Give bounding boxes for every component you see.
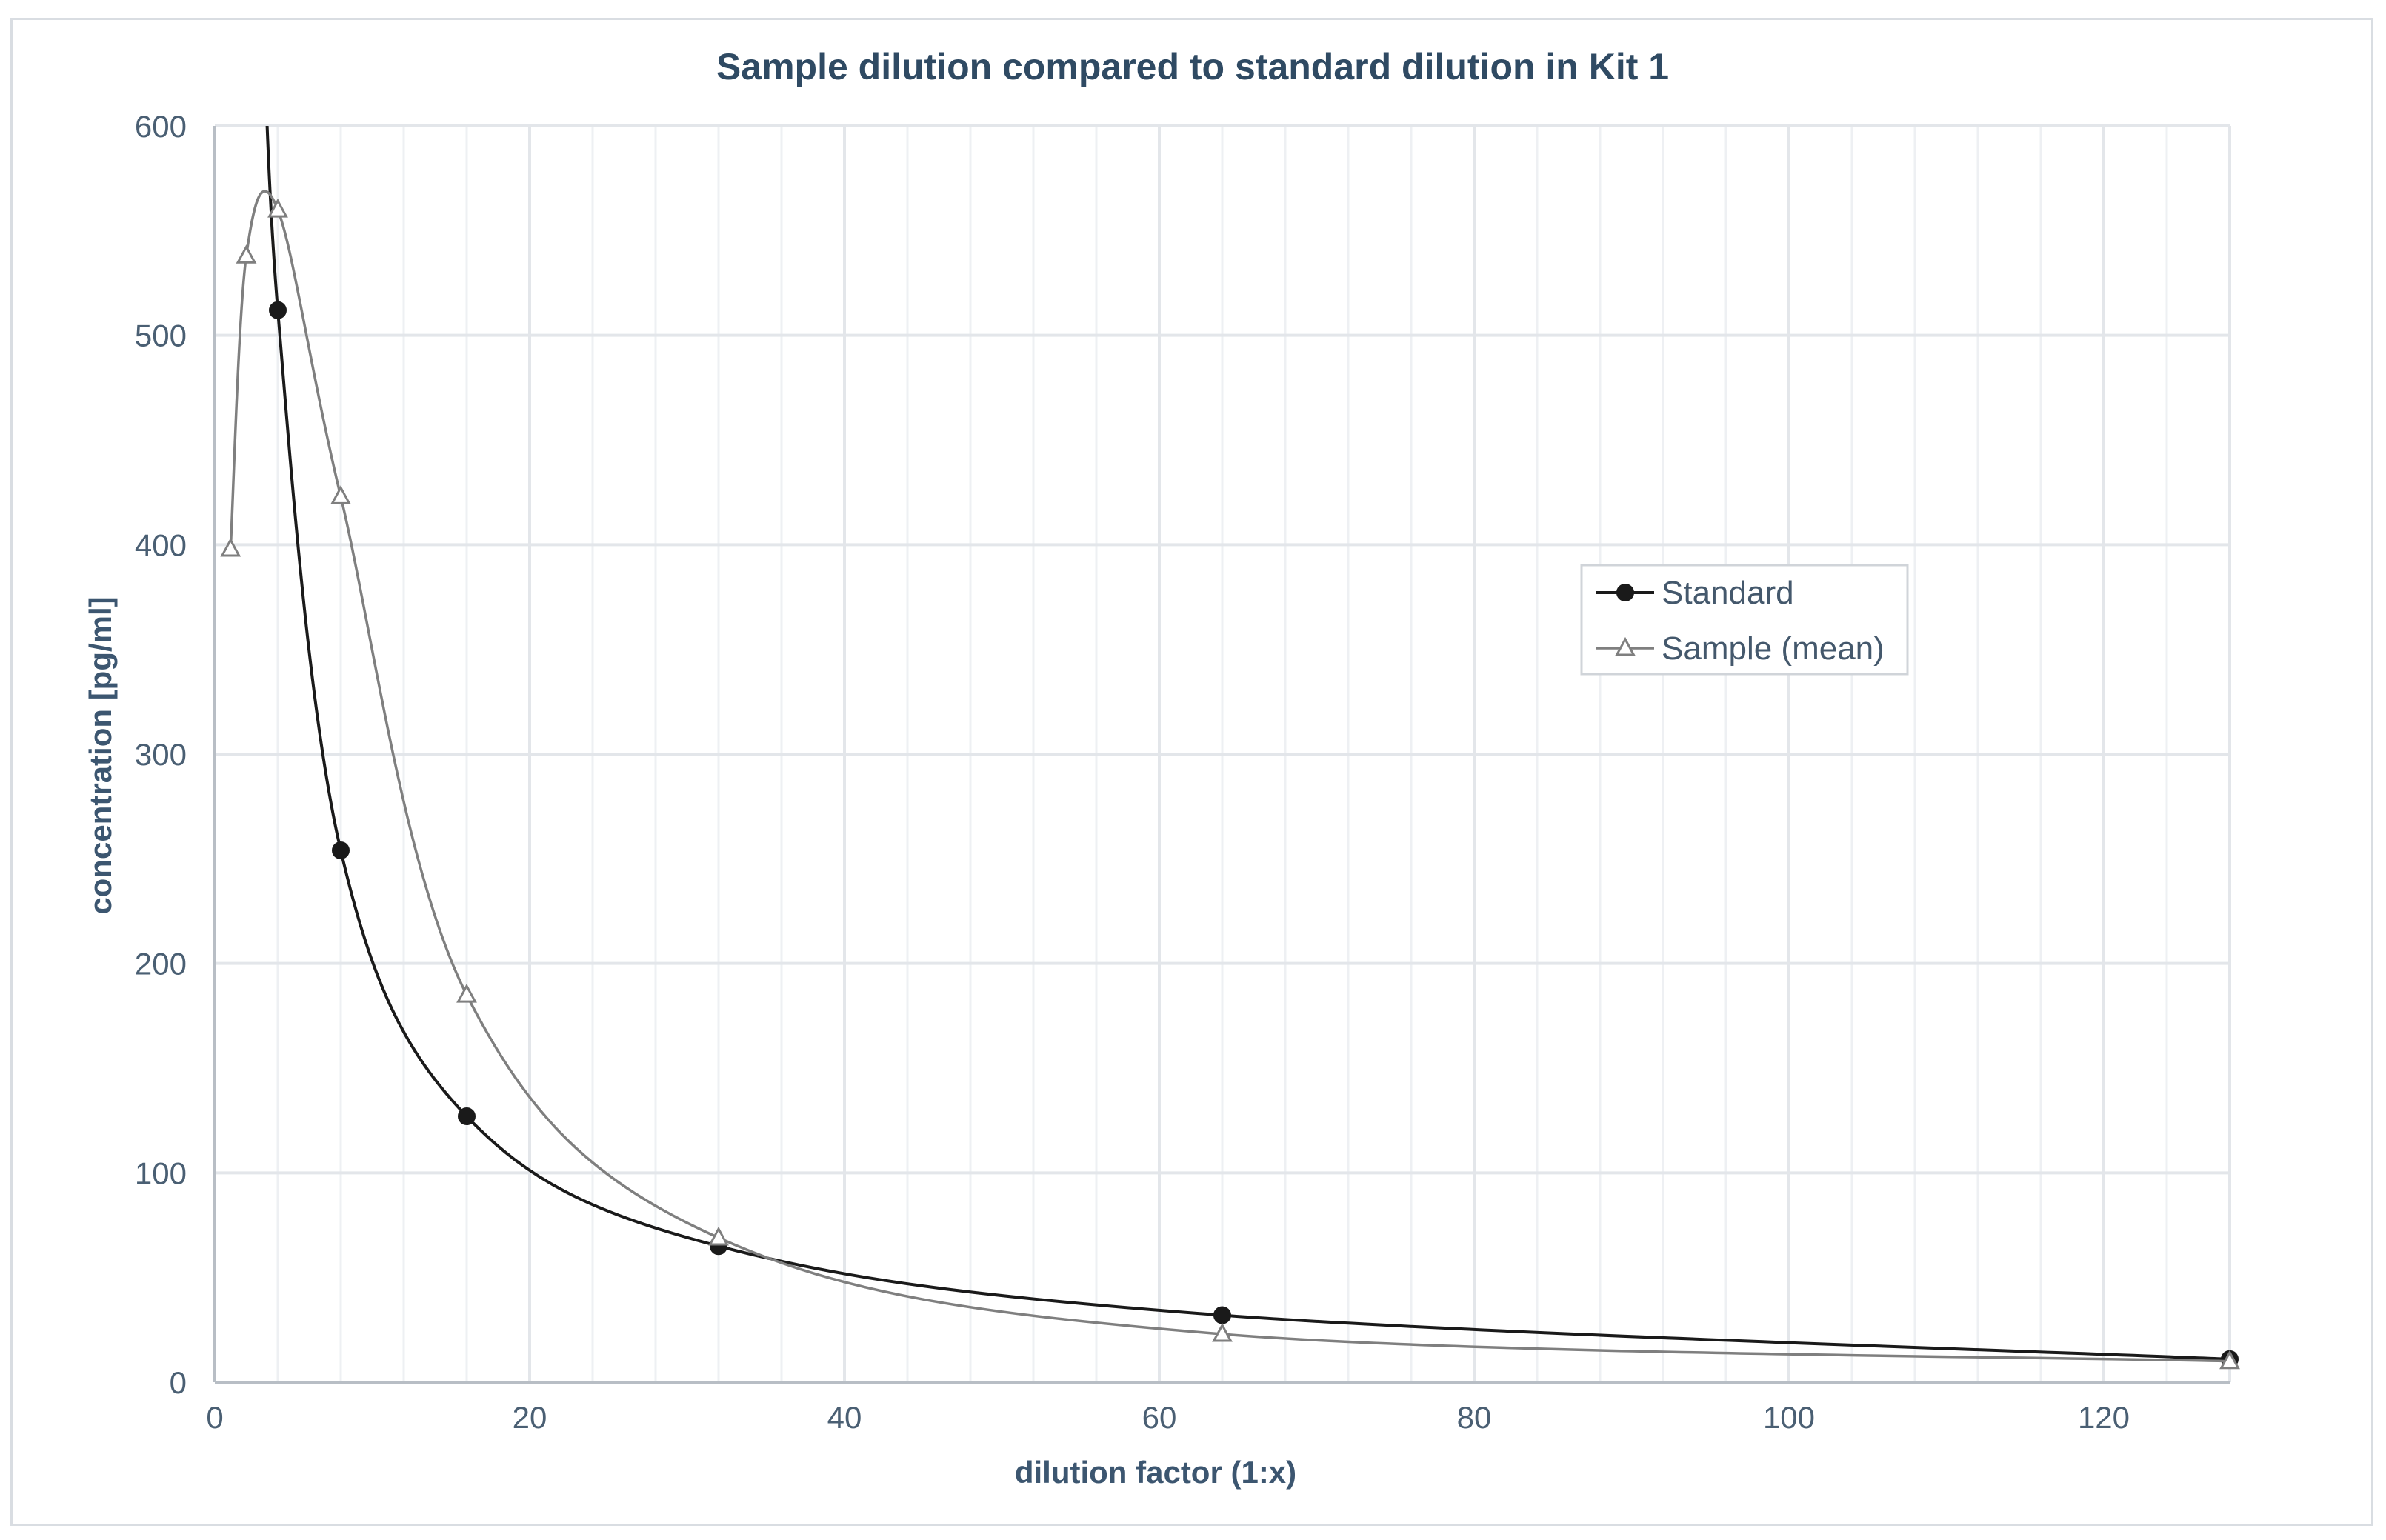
sample-point <box>708 1226 729 1246</box>
y-tick-label: 400 <box>135 527 187 562</box>
legend-label: Standard <box>1662 575 1794 611</box>
standard-point <box>269 301 287 319</box>
sample-point <box>456 983 477 1003</box>
x-tick-label: 0 <box>206 1400 223 1435</box>
standard-point <box>458 1107 476 1126</box>
gridlines <box>215 124 2231 1382</box>
y-tick-label: 500 <box>135 319 187 353</box>
legend-box <box>1580 564 1909 676</box>
x-tick-label: 40 <box>827 1400 862 1435</box>
sample-point <box>330 485 351 504</box>
x-tick-label: 80 <box>1457 1400 1492 1435</box>
y-axis-title: concentration [pg/ml] <box>83 596 118 914</box>
standard-point <box>1616 584 1634 601</box>
standard-point <box>1213 1306 1231 1324</box>
x-tick-label: 60 <box>1142 1400 1177 1435</box>
axes: 0 20 40 60 80 100 120 0 100 200 300 400 500 600 <box>135 109 2230 1435</box>
sample-point <box>236 244 257 264</box>
sample-point <box>220 537 241 557</box>
sample-point <box>267 198 288 218</box>
legend: Standard Sample (mean) <box>1580 564 1909 676</box>
x-tick-label: 120 <box>2078 1400 2130 1435</box>
standard-series <box>265 126 2239 1368</box>
y-tick-label: 600 <box>135 109 187 144</box>
y-tick-label: 100 <box>135 1156 187 1190</box>
sample-point <box>1615 636 1636 656</box>
sample-point <box>2219 1350 2240 1370</box>
standard-point <box>332 841 350 860</box>
chart-title: Sample dilution compared to standard dil… <box>716 46 1669 87</box>
legend-label: Sample (mean) <box>1662 630 1885 667</box>
sample-line <box>229 190 2230 1363</box>
standard-line <box>265 126 2230 1361</box>
x-axis-title: dilution factor (1:x) <box>1015 1455 1296 1490</box>
legend-item: Sample (mean) <box>1596 630 1885 667</box>
sample-series <box>220 190 2240 1370</box>
sample-point <box>1212 1322 1233 1342</box>
x-tick-label: 100 <box>1763 1400 1815 1435</box>
legend-item: Standard <box>1596 575 1794 611</box>
x-tick-label: 20 <box>513 1400 547 1435</box>
y-tick-label: 0 <box>170 1365 187 1400</box>
y-tick-label: 300 <box>135 737 187 772</box>
series-layer <box>220 126 2240 1370</box>
y-tick-label: 200 <box>135 947 187 981</box>
